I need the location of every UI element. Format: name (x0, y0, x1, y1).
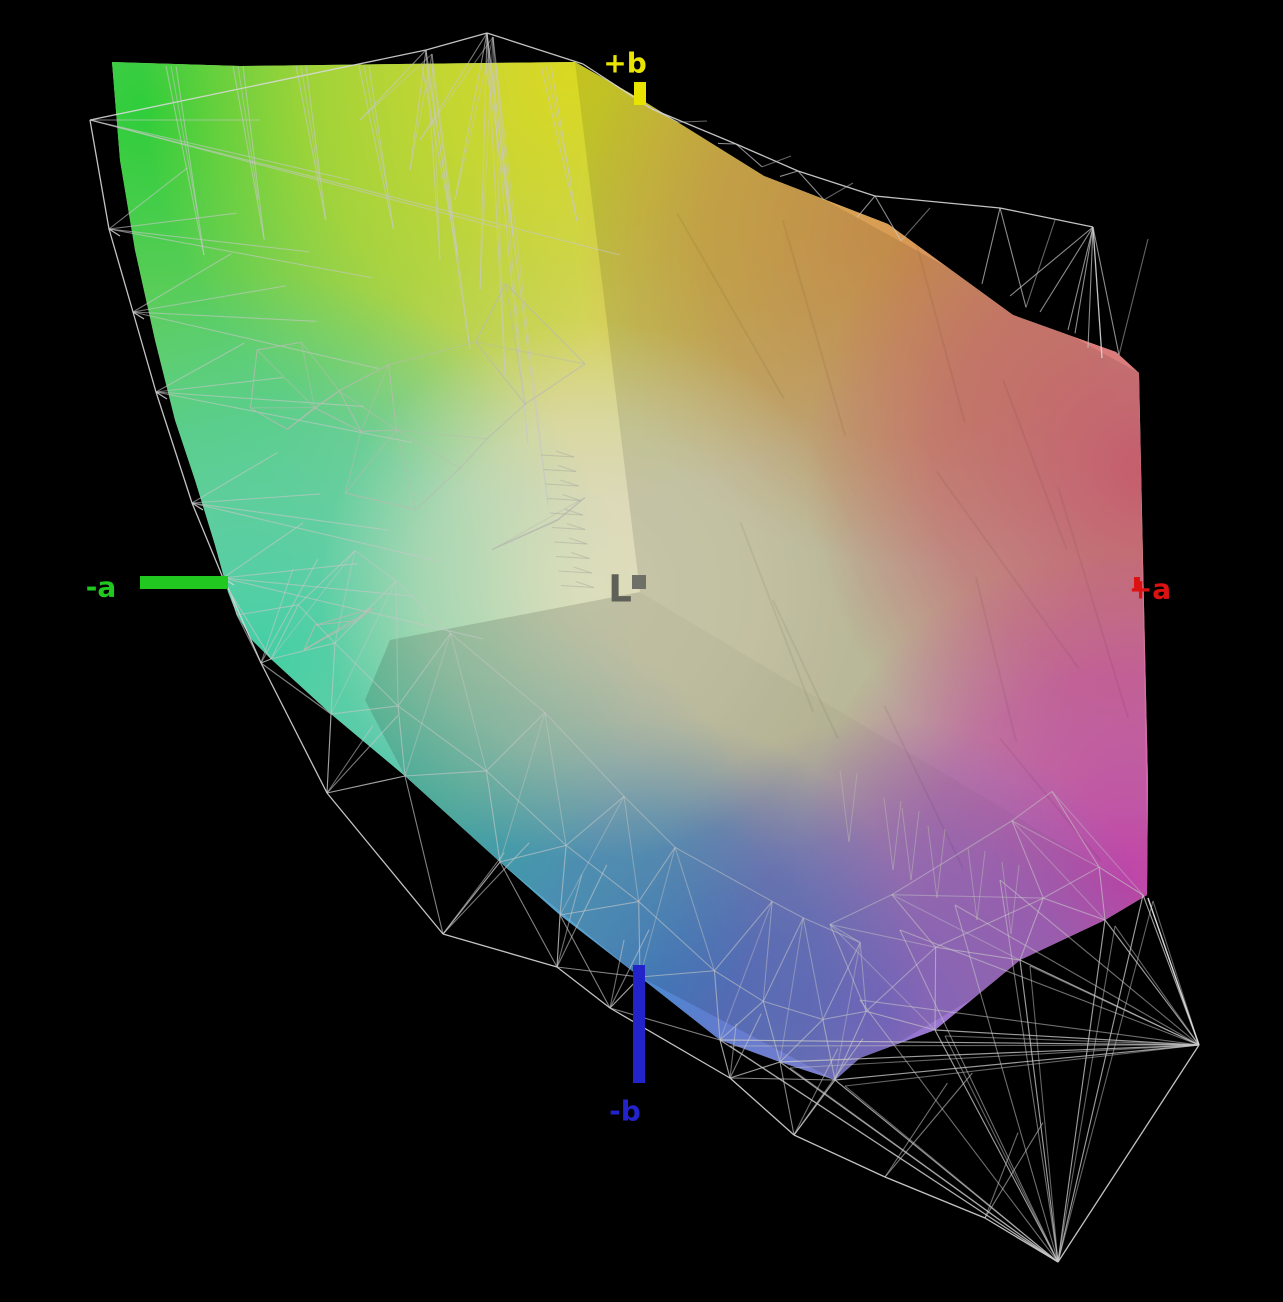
axis-marker-L (632, 575, 646, 589)
axis-marker-b_pos (634, 82, 646, 105)
bottom-face-shading (365, 592, 1148, 1080)
axis-marker-a_neg (140, 576, 228, 589)
axis-marker-b_neg (633, 965, 645, 1083)
right-face-shading (575, 62, 1148, 895)
reference-gamut-wireframe (89, 32, 1200, 1263)
axis-marker-a_pos (1134, 577, 1140, 589)
